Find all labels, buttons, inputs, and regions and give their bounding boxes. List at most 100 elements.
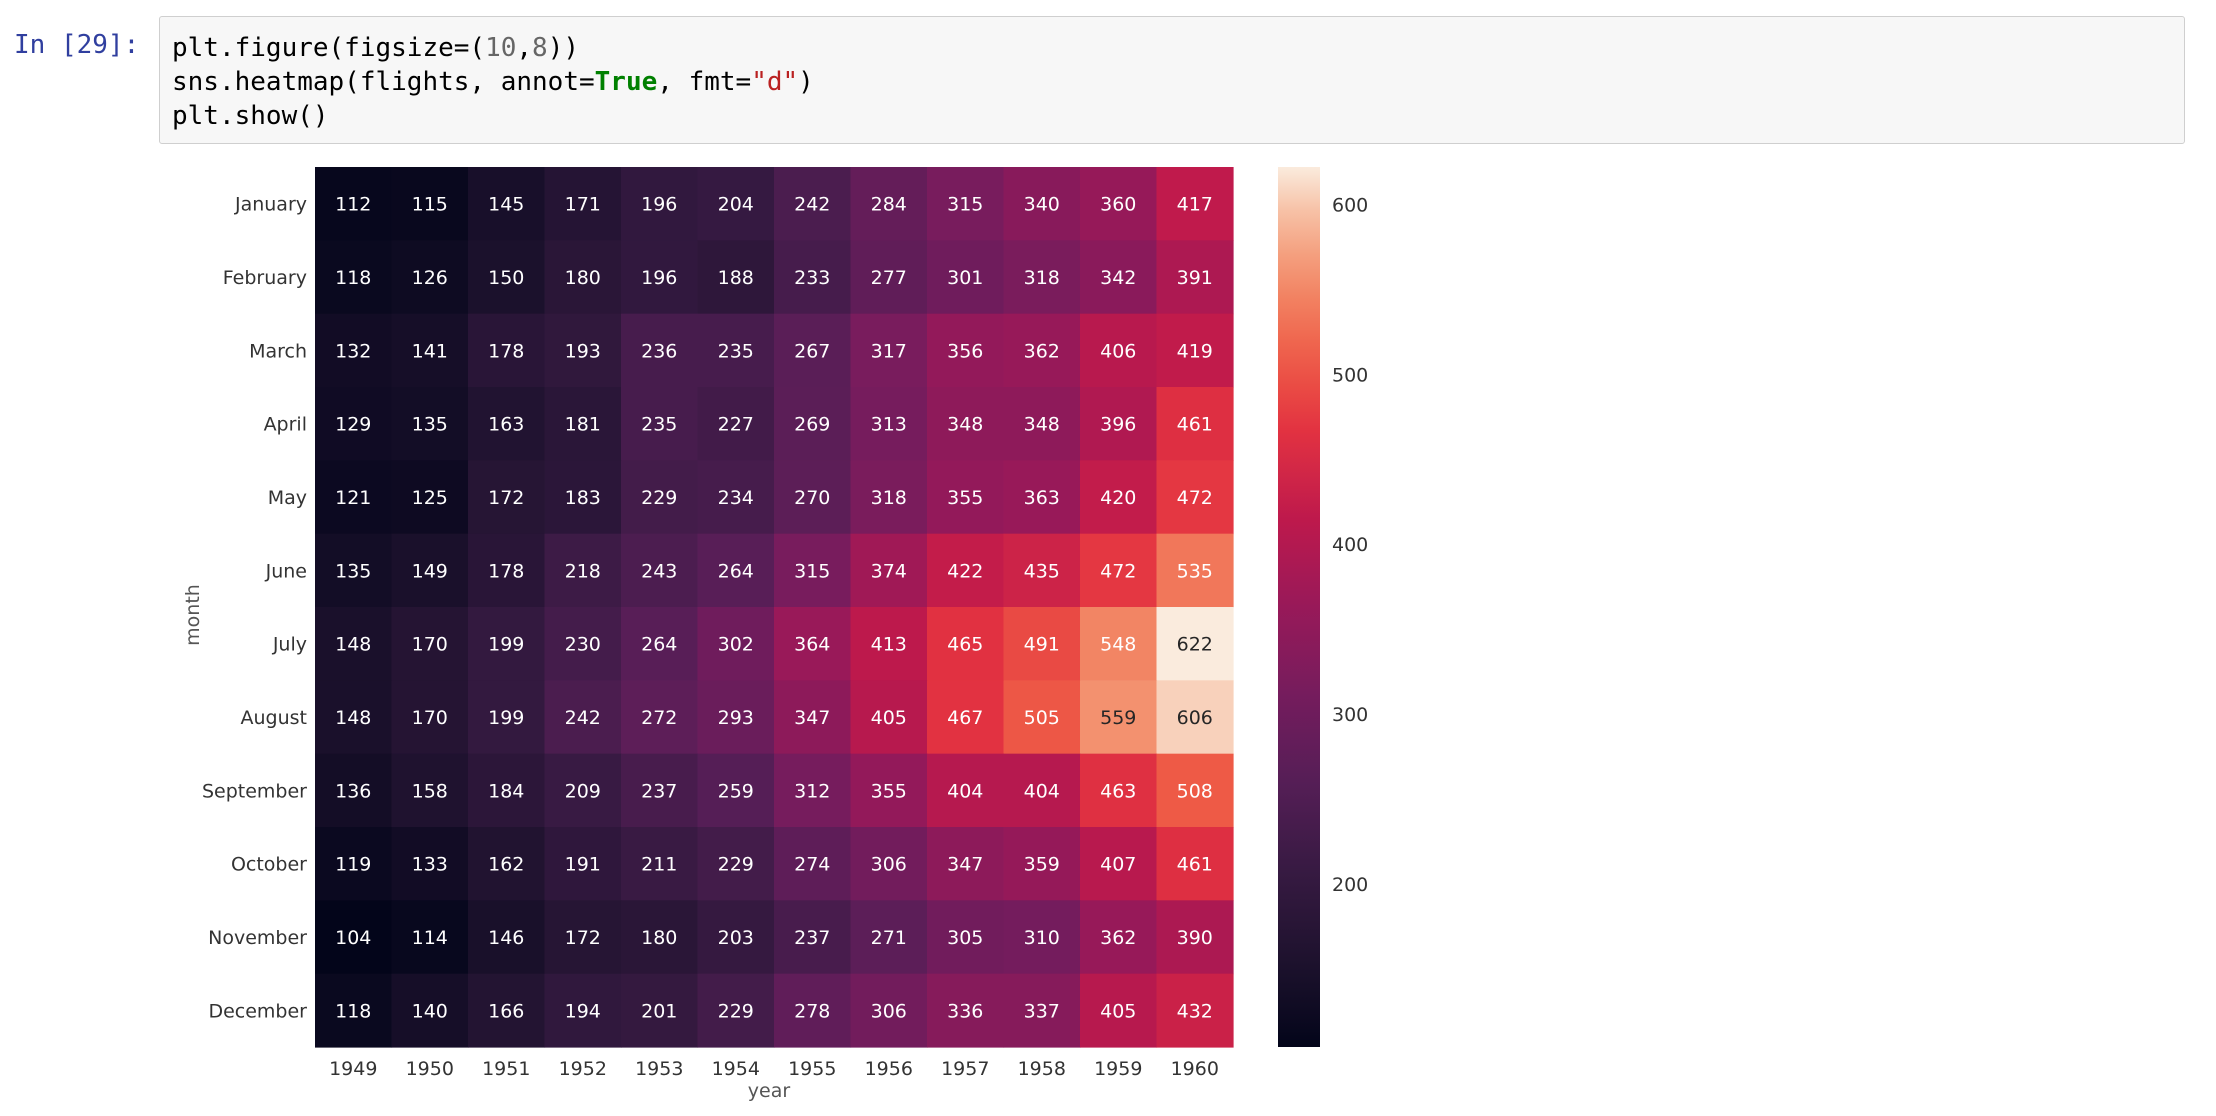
heatmap-cell-annotation: 622	[1177, 634, 1213, 656]
heatmap-cell-annotation: 178	[488, 560, 524, 582]
code-editor[interactable]: plt.figure(figsize=(10,8)) sns.heatmap(f…	[159, 16, 2185, 144]
heatmap-cell-annotation: 417	[1177, 194, 1213, 216]
heatmap-cell	[1080, 753, 1158, 828]
heatmap-cell-annotation: 270	[794, 487, 830, 509]
heatmap-cell	[315, 607, 393, 681]
heatmap-cell	[927, 313, 1005, 388]
heatmap-cell	[850, 680, 928, 755]
heatmap-cell-annotation: 172	[488, 487, 524, 509]
heatmap-cell-annotation: 404	[1024, 780, 1060, 802]
heatmap-cell	[774, 387, 852, 461]
heatmap-cell-annotation: 390	[1177, 927, 1213, 949]
heatmap-cell	[697, 680, 775, 755]
x-tick-label: 1951	[482, 1058, 530, 1080]
heatmap-cell	[544, 900, 622, 975]
heatmap-cell-annotation: 236	[641, 340, 677, 362]
heatmap-cell	[1003, 753, 1081, 828]
heatmap-cell	[315, 240, 393, 315]
heatmap-cell	[1156, 460, 1234, 535]
heatmap-cell	[315, 973, 393, 1048]
heatmap-cell	[621, 460, 699, 535]
x-tick-label: 1958	[1018, 1058, 1066, 1080]
y-tick-label: February	[223, 267, 307, 289]
heatmap-cell-annotation: 269	[794, 414, 830, 436]
heatmap-cell	[1156, 900, 1234, 975]
heatmap-cell-annotation: 193	[565, 340, 601, 362]
heatmap-cell	[850, 900, 928, 975]
y-tick-label: March	[249, 340, 307, 362]
heatmap-cell	[1080, 533, 1158, 608]
heatmap-cell-annotation: 235	[641, 414, 677, 436]
heatmap-cell-annotation: 559	[1100, 707, 1136, 729]
code-token: ))	[547, 33, 580, 63]
heatmap-cell-annotation: 362	[1024, 340, 1060, 362]
heatmap-cell-annotation: 293	[718, 707, 754, 729]
heatmap-cell-annotation: 229	[641, 487, 677, 509]
heatmap-cell	[927, 973, 1005, 1048]
heatmap-cell-annotation: 404	[947, 780, 983, 802]
heatmap-cell	[927, 900, 1005, 975]
heatmap-cell-annotation: 172	[565, 927, 601, 949]
heatmap-cell	[774, 167, 852, 241]
input-prompt: In [29]:	[14, 30, 140, 60]
heatmap-cell-annotation: 163	[488, 414, 524, 436]
heatmap-cell	[315, 533, 393, 608]
heatmap-cell	[927, 533, 1005, 608]
x-axis-label: year	[748, 1080, 791, 1102]
heatmap-cell-annotation: 146	[488, 927, 524, 949]
heatmap-cell	[1156, 753, 1234, 828]
heatmap-cell	[1080, 460, 1158, 535]
heatmap-cell	[544, 607, 622, 681]
heatmap-cell-annotation: 148	[335, 707, 371, 729]
heatmap-cell-annotation: 264	[641, 634, 677, 656]
heatmap-cell	[621, 387, 699, 461]
heatmap-cell	[1156, 607, 1234, 681]
heatmap-cell-annotation: 548	[1100, 634, 1136, 656]
heatmap-cell-annotation: 348	[1024, 414, 1060, 436]
heatmap-figure: 112 115 145 171 196 204 242 284 315 340 360 417 118 1…	[182, 167, 1368, 1102]
heatmap-cell	[1080, 900, 1158, 975]
heatmap-cell-annotation: 272	[641, 707, 677, 729]
heatmap-cell	[544, 460, 622, 535]
heatmap-cell-annotation: 406	[1100, 340, 1136, 362]
y-tick-labels: January February March April May June July Augu…	[202, 194, 307, 1023]
heatmap-cell-annotation: 230	[565, 634, 601, 656]
heatmap-cell	[697, 607, 775, 681]
heatmap-cell	[315, 387, 393, 461]
cell-output: 112 115 145 171 196 204 242 284 315 340 360 417 118 1…	[159, 160, 2185, 1110]
heatmap-cell	[697, 900, 775, 975]
y-axis-label: month	[182, 584, 204, 646]
heatmap-cell	[468, 313, 546, 388]
heatmap-cell-annotation: 158	[412, 780, 448, 802]
heatmap-cell-annotation: 178	[488, 340, 524, 362]
heatmap-cell	[468, 607, 546, 681]
heatmap-cell-annotation: 211	[641, 854, 677, 876]
heatmap-cell-annotation: 271	[871, 927, 907, 949]
heatmap-cell-annotation: 606	[1177, 707, 1213, 729]
heatmap-cell	[1156, 387, 1234, 461]
code-token-string: "d"	[751, 67, 799, 97]
heatmap-cell	[927, 607, 1005, 681]
heatmap-cell	[1080, 973, 1158, 1048]
heatmap-cell	[1080, 680, 1158, 755]
heatmap-cell-annotation: 170	[412, 707, 448, 729]
heatmap-cell-annotation: 235	[718, 340, 754, 362]
x-tick-labels: 1949 1950 1951 1952 1953 1954 1955 1956 1957 1958…	[329, 1058, 1219, 1080]
heatmap-cell-annotation: 435	[1024, 560, 1060, 582]
heatmap-cell-annotation: 461	[1177, 854, 1213, 876]
heatmap-cell-annotation: 180	[565, 267, 601, 289]
y-tick-label: December	[208, 1000, 307, 1022]
code-line-1: plt.figure(figsize=(10,8))	[172, 31, 579, 65]
heatmap-cell-annotation: 218	[565, 560, 601, 582]
heatmap-cell	[315, 900, 393, 975]
heatmap-cell	[1156, 533, 1234, 608]
heatmap-cell	[391, 533, 469, 608]
heatmap-cell	[544, 973, 622, 1048]
heatmap-cell	[621, 900, 699, 975]
heatmap-cell-annotation: 188	[718, 267, 754, 289]
heatmap-cell-annotation: 162	[488, 854, 524, 876]
heatmap-cell	[621, 753, 699, 828]
heatmap-cell-annotation: 356	[947, 340, 983, 362]
heatmap-cell	[391, 240, 469, 315]
heatmap-cell	[1080, 387, 1158, 461]
